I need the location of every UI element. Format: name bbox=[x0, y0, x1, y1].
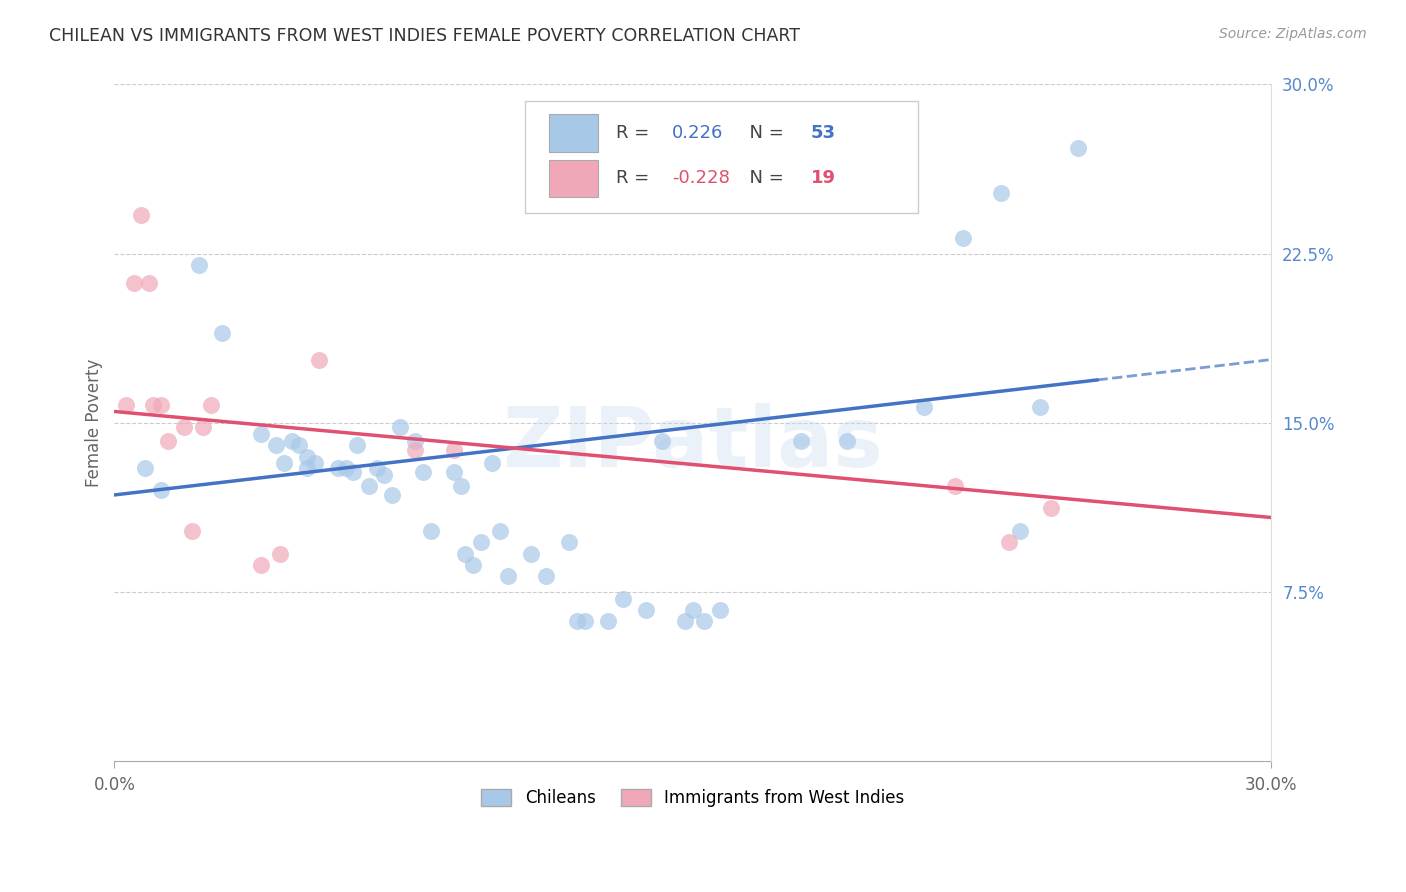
Point bbox=[489, 524, 512, 538]
Point bbox=[269, 547, 291, 561]
Point bbox=[709, 603, 731, 617]
Point bbox=[342, 466, 364, 480]
Text: 53: 53 bbox=[811, 124, 835, 142]
Point bbox=[131, 208, 153, 222]
Point bbox=[335, 461, 357, 475]
Point bbox=[1067, 140, 1090, 154]
Point bbox=[412, 466, 434, 480]
Point bbox=[912, 400, 935, 414]
Point bbox=[835, 434, 858, 448]
Point bbox=[138, 276, 160, 290]
Text: CHILEAN VS IMMIGRANTS FROM WEST INDIES FEMALE POVERTY CORRELATION CHART: CHILEAN VS IMMIGRANTS FROM WEST INDIES F… bbox=[49, 27, 800, 45]
FancyBboxPatch shape bbox=[550, 160, 598, 197]
Point bbox=[250, 558, 273, 572]
Point bbox=[574, 614, 596, 628]
Point bbox=[651, 434, 673, 448]
Point bbox=[404, 434, 426, 448]
Text: Source: ZipAtlas.com: Source: ZipAtlas.com bbox=[1219, 27, 1367, 41]
Point bbox=[443, 466, 465, 480]
Text: R =: R = bbox=[616, 169, 655, 187]
Point bbox=[304, 456, 326, 470]
Point bbox=[357, 479, 380, 493]
Point bbox=[789, 434, 811, 448]
Point bbox=[404, 442, 426, 457]
Point bbox=[142, 398, 165, 412]
Point bbox=[288, 438, 311, 452]
Point bbox=[496, 569, 519, 583]
Point bbox=[1010, 524, 1032, 538]
Text: 19: 19 bbox=[811, 169, 835, 187]
Point bbox=[682, 603, 704, 617]
Point bbox=[943, 479, 966, 493]
Point bbox=[149, 483, 172, 498]
Point bbox=[454, 547, 477, 561]
Point bbox=[295, 461, 318, 475]
Point bbox=[173, 420, 195, 434]
Point bbox=[366, 461, 388, 475]
FancyBboxPatch shape bbox=[524, 102, 918, 213]
Point bbox=[388, 420, 411, 434]
Point bbox=[266, 438, 288, 452]
Point bbox=[295, 450, 318, 464]
Point bbox=[326, 461, 349, 475]
Point bbox=[998, 535, 1021, 549]
Legend: Chileans, Immigrants from West Indies: Chileans, Immigrants from West Indies bbox=[475, 782, 911, 814]
Point bbox=[373, 467, 395, 482]
Point bbox=[115, 398, 138, 412]
Text: N =: N = bbox=[738, 124, 789, 142]
Point bbox=[188, 258, 211, 272]
Point bbox=[558, 535, 581, 549]
Point bbox=[1040, 501, 1063, 516]
Point bbox=[693, 614, 716, 628]
Point bbox=[273, 456, 295, 470]
Point bbox=[122, 276, 145, 290]
Point bbox=[470, 535, 492, 549]
Point bbox=[200, 398, 222, 412]
Point bbox=[481, 456, 503, 470]
Point bbox=[596, 614, 619, 628]
Point bbox=[443, 442, 465, 457]
Text: -0.228: -0.228 bbox=[672, 169, 730, 187]
Point bbox=[565, 614, 588, 628]
Point bbox=[211, 326, 233, 340]
FancyBboxPatch shape bbox=[550, 114, 598, 153]
Point bbox=[381, 488, 404, 502]
Point bbox=[534, 569, 557, 583]
Point bbox=[281, 434, 304, 448]
Point bbox=[149, 398, 172, 412]
Point bbox=[450, 479, 472, 493]
Text: R =: R = bbox=[616, 124, 655, 142]
Point bbox=[990, 186, 1012, 200]
Point bbox=[250, 427, 273, 442]
Point bbox=[346, 438, 368, 452]
Point bbox=[134, 461, 156, 475]
Text: 0.226: 0.226 bbox=[672, 124, 723, 142]
Point bbox=[157, 434, 180, 448]
Point bbox=[419, 524, 441, 538]
Point bbox=[952, 231, 974, 245]
Point bbox=[520, 547, 543, 561]
Point bbox=[180, 524, 202, 538]
Point bbox=[1028, 400, 1050, 414]
Point bbox=[191, 420, 214, 434]
Point bbox=[612, 591, 634, 606]
Y-axis label: Female Poverty: Female Poverty bbox=[86, 359, 103, 487]
Point bbox=[308, 352, 330, 367]
Text: N =: N = bbox=[738, 169, 789, 187]
Point bbox=[461, 558, 484, 572]
Text: ZIPatlas: ZIPatlas bbox=[502, 402, 883, 483]
Point bbox=[636, 603, 658, 617]
Point bbox=[673, 614, 696, 628]
